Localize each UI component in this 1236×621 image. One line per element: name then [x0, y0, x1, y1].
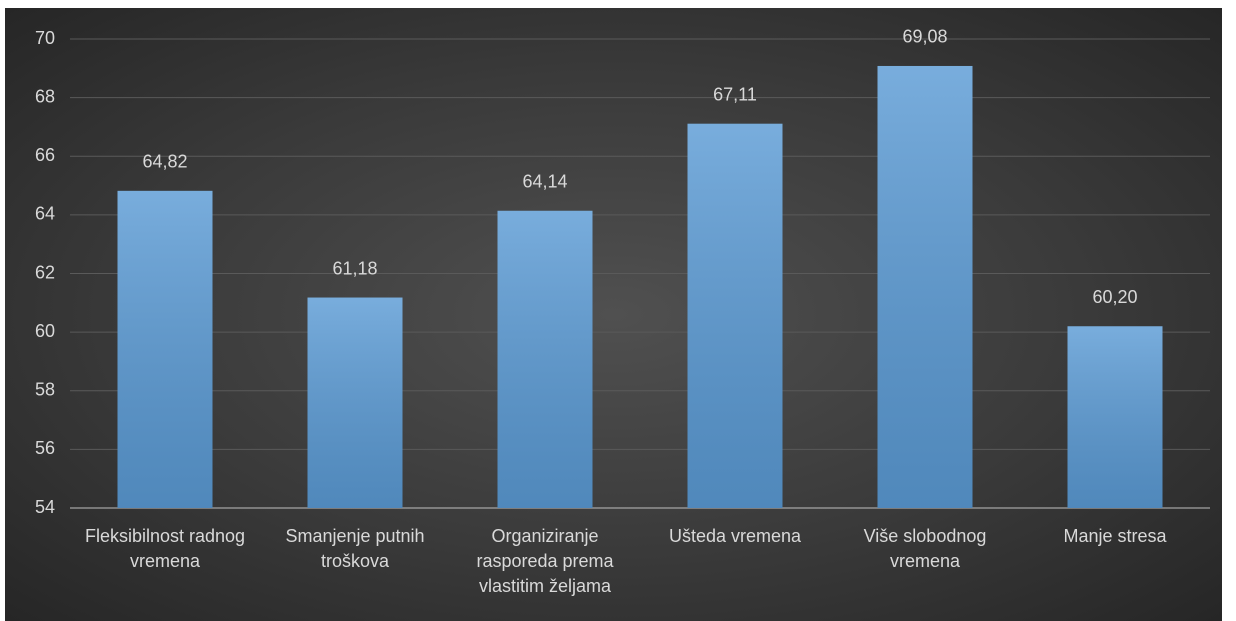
x-tick-label: Organiziranje rasporeda prema vlastitim … [476, 526, 614, 596]
bar-shade [117, 190, 213, 508]
bar-shade [307, 297, 403, 508]
y-tick-label: 70 [35, 28, 55, 48]
x-tick-label: Ušteda vremena [668, 526, 802, 546]
value-label: 60,20 [1092, 287, 1137, 307]
y-tick-label: 68 [35, 86, 55, 106]
value-label: 64,14 [522, 172, 567, 192]
x-tick-label: Više slobodnog vremena [863, 526, 987, 571]
bar-shade [687, 123, 783, 508]
bar-shade [877, 65, 973, 508]
x-tick-label: Manje stresa [1063, 526, 1167, 546]
value-label: 64,82 [142, 152, 187, 172]
y-tick-label: 62 [35, 262, 55, 282]
value-label: 69,08 [902, 27, 947, 47]
x-tick-label: Smanjenje putnih troškova [285, 526, 425, 571]
y-tick-label: 66 [35, 145, 55, 165]
y-tick-label: 54 [35, 497, 55, 517]
y-tick-label: 58 [35, 380, 55, 400]
bar-shade [497, 210, 593, 509]
x-tick-label: Fleksibilnost radnog vremena [84, 526, 246, 571]
value-label: 67,11 [713, 84, 757, 104]
bar-shade [1067, 326, 1163, 508]
y-tick-label: 64 [35, 204, 55, 224]
y-tick-label: 56 [35, 438, 55, 458]
value-label: 61,18 [332, 258, 377, 278]
y-tick-label: 60 [35, 321, 55, 341]
